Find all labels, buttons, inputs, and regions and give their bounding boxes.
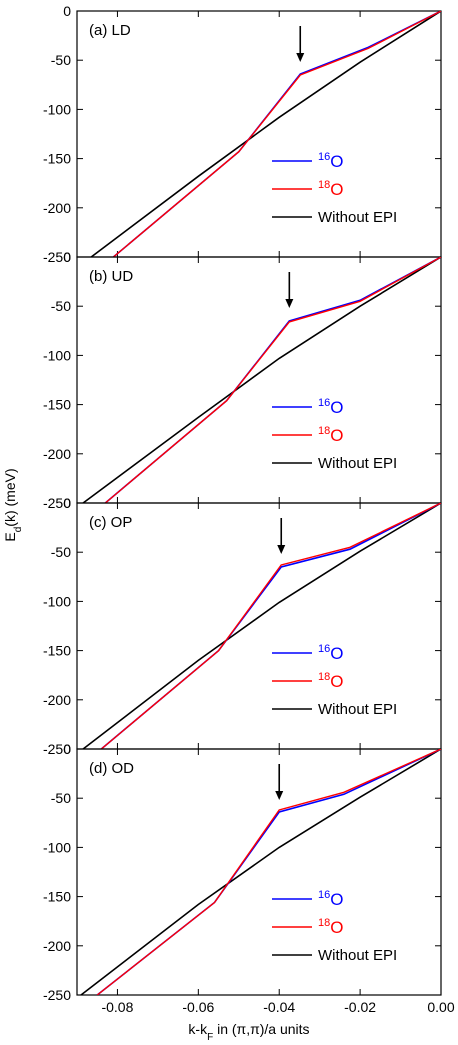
panel-0: 0 -50 -100 -150 -200 -250 (a) LD 16O 18O Without … [43, 3, 442, 265]
x-tick-label: -0.06 [182, 999, 214, 1015]
y-tick-label: -150 [43, 151, 71, 167]
y-axis-label: Ed(k) (meV) [2, 468, 24, 541]
series-line-o18 [100, 503, 441, 749]
y-tick-label: -250 [43, 495, 71, 511]
y-tick-label: -250 [43, 741, 71, 757]
panels-layer: 0 -50 -100 -150 -200 -250 (a) LD 16O 18O Without … [43, 3, 455, 1015]
y-tick-label: 0 [63, 495, 71, 511]
arrow-head [277, 545, 286, 554]
legend-label-noepi: Without EPI [318, 455, 397, 472]
y-tick-label: -50 [51, 544, 71, 560]
legend-label-o16: 16O [318, 889, 343, 909]
y-tick-label: -250 [43, 249, 71, 265]
panel-label: (d) OD [89, 760, 134, 777]
legend-label-o16: 16O [318, 151, 343, 171]
legend-label-o18: 18O [318, 671, 343, 691]
legend-label-o18: 18O [318, 179, 343, 199]
panel-label: (b) UD [89, 268, 133, 285]
panel-3: 0 -50 -100 -150 -200 -250 (d) OD 16O 18O Without … [43, 741, 455, 1015]
panel-1: 0 -50 -100 -150 -200 -250 (b) UD 16O 18O Without … [43, 249, 442, 511]
panel-label: (a) LD [89, 22, 131, 39]
y-tick-label: -50 [51, 298, 71, 314]
series-line-o18 [96, 749, 441, 995]
y-tick-label: -150 [43, 643, 71, 659]
y-tick-label: -200 [43, 200, 71, 216]
y-tick-label: -50 [51, 790, 71, 806]
y-tick-label: -100 [43, 347, 71, 363]
y-tick-label: -200 [43, 938, 71, 954]
x-tick-label: 0.00 [427, 999, 454, 1015]
y-tick-label: 0 [63, 249, 71, 265]
legend-label-noepi: Without EPI [318, 209, 397, 226]
y-tick-label: -200 [43, 446, 71, 462]
series-line-noepi [82, 257, 441, 503]
arrow-head [296, 53, 305, 62]
legend-label-noepi: Without EPI [318, 701, 397, 718]
y-tick-label: -250 [43, 987, 71, 1003]
legend-label-o16: 16O [318, 397, 343, 417]
y-tick-label: -200 [43, 692, 71, 708]
panel-label: (c) OP [89, 514, 132, 531]
y-tick-label: -150 [43, 889, 71, 905]
x-axis-label: k-kF in (π,π)/a units [188, 1021, 309, 1043]
legend-label-o18: 18O [318, 425, 343, 445]
arrow-head [285, 299, 294, 308]
series-line-o18 [112, 11, 441, 257]
y-tick-label: 0 [63, 3, 71, 19]
y-tick-label: 0 [63, 741, 71, 757]
x-tick-label: -0.08 [101, 999, 133, 1015]
x-tick-label: -0.04 [263, 999, 295, 1015]
legend-label-noepi: Without EPI [318, 947, 397, 964]
legend-label-o16: 16O [318, 643, 343, 663]
y-tick-label: -100 [43, 101, 71, 117]
y-tick-label: -100 [43, 593, 71, 609]
series-line-o18 [104, 257, 441, 503]
series-line-noepi [90, 11, 441, 257]
series-line-noepi [82, 503, 441, 749]
y-tick-label: -150 [43, 397, 71, 413]
series-line-noepi [80, 749, 441, 995]
panel-2: 0 -50 -100 -150 -200 -250 (c) OP 16O 18O Without … [43, 495, 442, 757]
panel-frame [76, 748, 442, 996]
y-tick-label: -100 [43, 839, 71, 855]
y-tick-label: -50 [51, 52, 71, 68]
arrow-head [275, 791, 284, 800]
x-tick-label: -0.02 [344, 999, 376, 1015]
legend-label-o18: 18O [318, 917, 343, 937]
